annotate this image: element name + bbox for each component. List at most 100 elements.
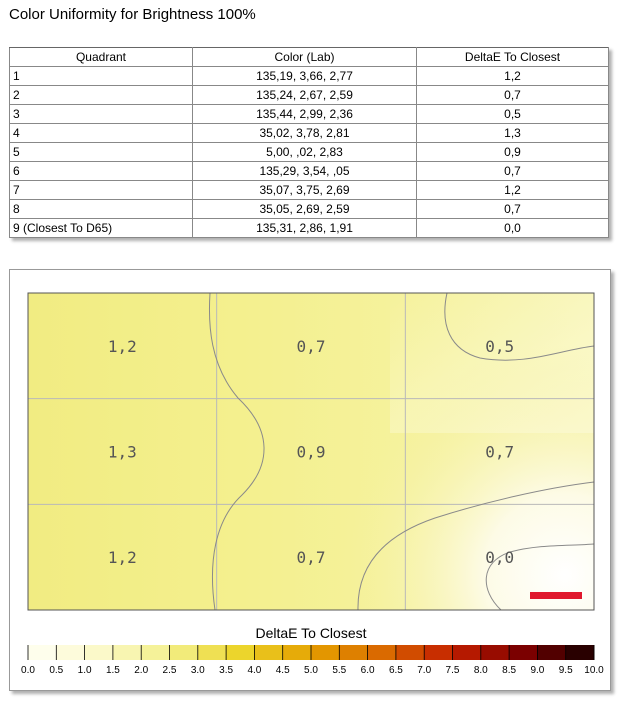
contour-line-left — [208, 292, 265, 611]
color-scale-legend: 0.0 0.5 1.0 1.5 2.0 2.5 3.0 3.5 4.0 4.5 5.0 5.5 6.0 6… — [21, 645, 604, 676]
legend-tick-label: 8.0 — [474, 665, 488, 676]
legend-tick-label: 4.5 — [276, 665, 290, 676]
color-lab-cell: 5,00, ,02, 2,83 — [192, 142, 417, 162]
cell-label: 1,2 — [108, 337, 137, 356]
legend-color-step — [565, 645, 595, 660]
page-title: Color Uniformity for Brightness 100% — [9, 6, 256, 23]
legend-color-step — [282, 645, 312, 660]
color-lab-cell: 135,29, 3,54, ,05 — [192, 161, 417, 181]
contour-lines — [208, 292, 595, 611]
contour-line-upper-right — [444, 292, 595, 361]
table-row: 3 135,44, 2,99, 2,36 0,5 — [9, 104, 609, 124]
legend-color-step — [367, 645, 397, 660]
table-row: 9 (Closest To D65) 135,31, 2,86, 1,91 0,0 — [9, 218, 609, 238]
column-header-quadrant: Quadrant — [9, 47, 193, 67]
legend-color-step — [424, 645, 453, 660]
deltae-cell: 0,7 — [416, 85, 609, 105]
table-row: 4 35,02, 3,78, 2,81 1,3 — [9, 123, 609, 143]
table-row: 1 135,19, 3,66, 2,77 1,2 — [9, 66, 609, 86]
cell-label: 0,7 — [485, 443, 514, 462]
color-lab-cell: 135,44, 2,99, 2,36 — [192, 104, 417, 124]
legend-color-step — [226, 645, 255, 660]
legend-tick-label: 5.5 — [332, 665, 346, 676]
color-lab-cell: 35,05, 2,69, 2,59 — [192, 199, 417, 219]
deltae-cell: 0,5 — [416, 104, 609, 124]
legend-tick-label: 9.5 — [559, 665, 573, 676]
legend-color-step — [480, 645, 510, 660]
legend-color-step — [254, 645, 284, 660]
quadrant-cell: 9 (Closest To D65) — [9, 218, 193, 238]
color-lab-cell: 35,02, 3,78, 2,81 — [192, 123, 417, 143]
legend-tick-label: 1.5 — [106, 665, 120, 676]
legend-tick-label: 9.0 — [530, 665, 544, 676]
legend-tick-label: 6.0 — [361, 665, 375, 676]
color-lab-cell: 35,07, 3,75, 2,69 — [192, 180, 417, 200]
table-header-row: Quadrant Color (Lab) DeltaE To Closest — [9, 47, 609, 67]
uniformity-contour-chart: 1,2 0,7 0,5 1,3 0,9 0,7 1,2 0,7 0,0 DeltaE To Cl… — [21, 292, 604, 676]
deltae-cell: 0,7 — [416, 161, 609, 181]
legend-tick-label: 4.0 — [247, 665, 261, 676]
table-row: 8 35,05, 2,69, 2,59 0,7 — [9, 199, 609, 219]
quadrant-cell: 2 — [9, 85, 193, 105]
legend-tick-label: 3.5 — [219, 665, 233, 676]
legend-color-step — [28, 645, 57, 660]
legend-color-step — [141, 645, 170, 660]
legend-tick-label: 2.5 — [163, 665, 177, 676]
closest-to-d65-marker — [530, 592, 582, 599]
deltae-cell: 0,0 — [416, 218, 609, 238]
legend-tick-label: 10.0 — [584, 665, 604, 676]
legend-color-step — [537, 645, 567, 660]
legend-title: DeltaE To Closest — [255, 625, 366, 641]
heatmap-frame — [27, 292, 595, 611]
cell-label: 0,7 — [297, 337, 326, 356]
quadrant-cell: 5 — [9, 142, 193, 162]
column-header-deltae: DeltaE To Closest — [416, 47, 609, 67]
legend-color-step — [197, 645, 227, 660]
legend-tick-label: 3.0 — [191, 665, 205, 676]
quadrant-cell: 4 — [9, 123, 193, 143]
legend-tick-label: 6.5 — [389, 665, 403, 676]
table-row: 6 135,29, 3,54, ,05 0,7 — [9, 161, 609, 181]
legend-color-step — [509, 645, 538, 660]
quadrant-cell: 7 — [9, 180, 193, 200]
color-lab-cell: 135,31, 2,86, 1,91 — [192, 218, 417, 238]
legend-color-step — [112, 645, 142, 660]
legend-tick-label: 2.0 — [134, 665, 148, 676]
column-header-color-lab: Color (Lab) — [192, 47, 417, 67]
legend-color-step — [56, 645, 86, 660]
cell-label: 1,3 — [108, 443, 137, 462]
legend-tick-label: 0.0 — [21, 665, 35, 676]
legend-tick-label: 7.5 — [446, 665, 460, 676]
legend-tick-label: 5.0 — [304, 665, 318, 676]
table-row: 2 135,24, 2,67, 2,59 0,7 — [9, 85, 609, 105]
cell-label: 0,7 — [297, 548, 326, 567]
legend-tick-label: 8.5 — [502, 665, 516, 676]
cell-label: 1,2 — [108, 548, 137, 567]
table-row: 7 35,07, 3,75, 2,69 1,2 — [9, 180, 609, 200]
color-lab-cell: 135,24, 2,67, 2,59 — [192, 85, 417, 105]
cell-label: 0,5 — [485, 337, 514, 356]
legend-color-step — [84, 645, 114, 660]
table-row: 5 5,00, ,02, 2,83 0,9 — [9, 142, 609, 162]
legend-color-step — [339, 645, 369, 660]
deltae-cell: 1,3 — [416, 123, 609, 143]
deltae-cell: 0,7 — [416, 199, 609, 219]
color-lab-cell: 135,19, 3,66, 2,77 — [192, 66, 417, 86]
cell-labels: 1,2 0,7 0,5 1,3 0,9 0,7 1,2 0,7 0,0 — [108, 337, 514, 567]
deltae-cell: 1,2 — [416, 66, 609, 86]
quadrant-cell: 6 — [9, 161, 193, 181]
legend-color-step — [169, 645, 199, 660]
uniformity-table: Quadrant Color (Lab) DeltaE To Closest 1… — [9, 47, 609, 238]
cell-label: 0,0 — [485, 548, 514, 567]
legend-tick-label: 1.0 — [78, 665, 92, 676]
contour-line-lower-right-inner — [485, 543, 595, 611]
quadrant-cell: 1 — [9, 66, 193, 86]
legend-color-step — [452, 645, 482, 660]
legend-color-step — [311, 645, 340, 660]
grid-lines — [28, 293, 594, 610]
legend-tick-label: 7.0 — [417, 665, 431, 676]
uniformity-chart-panel: 1,2 0,7 0,5 1,3 0,9 0,7 1,2 0,7 0,0 DeltaE To Cl… — [9, 269, 611, 691]
contour-line-lower-right-outer — [357, 481, 595, 611]
legend-tick-label: 0.5 — [49, 665, 63, 676]
deltae-cell: 0,9 — [416, 142, 609, 162]
